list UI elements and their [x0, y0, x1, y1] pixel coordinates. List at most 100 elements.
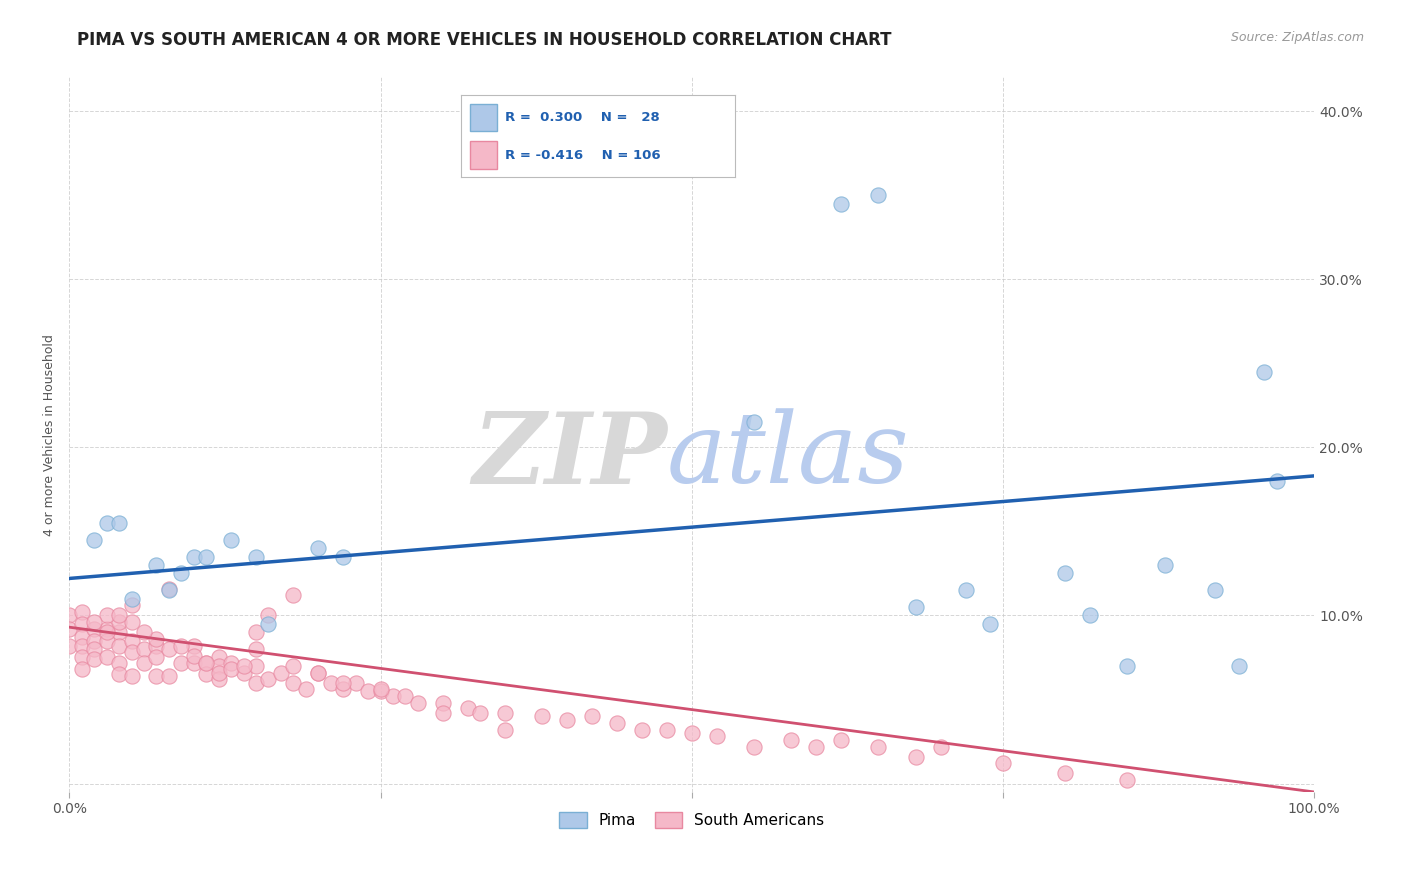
Point: [121, 633, 143, 648]
Point: [1054, 566, 1077, 581]
Point: [245, 642, 267, 657]
Point: [1229, 658, 1251, 673]
Point: [145, 669, 167, 683]
Point: [70, 605, 93, 619]
Point: [283, 675, 305, 690]
Point: [157, 669, 180, 683]
Point: [145, 639, 167, 653]
Point: [108, 615, 131, 629]
Point: [655, 723, 678, 737]
Point: [1153, 558, 1175, 572]
Point: [979, 616, 1001, 631]
Point: [83, 533, 105, 547]
Point: [245, 658, 267, 673]
Point: [183, 639, 205, 653]
Point: [83, 615, 105, 629]
Point: [1265, 474, 1288, 488]
Point: [370, 684, 392, 698]
Point: [295, 682, 318, 697]
Point: [58, 608, 80, 623]
Point: [406, 696, 429, 710]
Point: [1054, 766, 1077, 780]
Point: [183, 656, 205, 670]
Point: [83, 642, 105, 657]
Point: [1116, 658, 1139, 673]
Point: [96, 633, 118, 648]
Point: [381, 689, 404, 703]
Point: [170, 639, 193, 653]
Point: [270, 665, 292, 680]
Point: [121, 615, 143, 629]
Point: [121, 591, 143, 606]
Point: [344, 675, 367, 690]
Point: [108, 667, 131, 681]
Point: [806, 739, 828, 754]
Point: [370, 682, 392, 697]
Point: [868, 739, 890, 754]
Point: [70, 650, 93, 665]
Point: [257, 616, 280, 631]
Point: [208, 673, 231, 687]
Point: [145, 558, 167, 572]
Point: [830, 196, 852, 211]
Point: [121, 599, 143, 613]
Point: [929, 739, 952, 754]
Point: [83, 622, 105, 636]
Point: [468, 706, 491, 720]
Point: [706, 730, 728, 744]
Point: [208, 665, 231, 680]
Point: [170, 566, 193, 581]
Point: [195, 549, 218, 564]
Point: [108, 639, 131, 653]
Text: atlas: atlas: [666, 409, 910, 504]
Point: [70, 616, 93, 631]
Point: [58, 639, 80, 653]
Text: ZIP: ZIP: [472, 408, 666, 504]
Point: [780, 732, 803, 747]
Point: [145, 650, 167, 665]
Point: [245, 625, 267, 640]
Point: [96, 625, 118, 640]
Point: [195, 656, 218, 670]
Point: [332, 549, 354, 564]
Point: [108, 656, 131, 670]
Text: Source: ZipAtlas.com: Source: ZipAtlas.com: [1230, 31, 1364, 45]
Point: [83, 652, 105, 666]
Point: [307, 665, 329, 680]
Point: [1078, 608, 1101, 623]
Point: [1253, 365, 1275, 379]
Point: [357, 684, 380, 698]
Point: [157, 582, 180, 596]
Point: [432, 696, 454, 710]
Point: [457, 701, 479, 715]
Point: [183, 648, 205, 663]
Point: [904, 600, 927, 615]
Point: [991, 756, 1014, 771]
Point: [121, 669, 143, 683]
Point: [955, 583, 977, 598]
Point: [432, 706, 454, 720]
Point: [631, 723, 654, 737]
Point: [742, 415, 765, 429]
Point: [1204, 583, 1226, 598]
Point: [132, 656, 155, 670]
Point: [245, 549, 267, 564]
Point: [232, 658, 254, 673]
Point: [170, 656, 193, 670]
Point: [581, 709, 603, 723]
Point: [96, 622, 118, 636]
Point: [307, 541, 329, 556]
Point: [208, 650, 231, 665]
Point: [70, 630, 93, 644]
Point: [332, 682, 354, 697]
Point: [494, 723, 516, 737]
Point: [183, 549, 205, 564]
Point: [157, 583, 180, 598]
Legend: Pima, South Americans: Pima, South Americans: [553, 806, 831, 834]
Point: [96, 608, 118, 623]
Point: [283, 658, 305, 673]
Point: [108, 625, 131, 640]
Point: [257, 673, 280, 687]
Point: [742, 739, 765, 754]
Point: [531, 709, 554, 723]
